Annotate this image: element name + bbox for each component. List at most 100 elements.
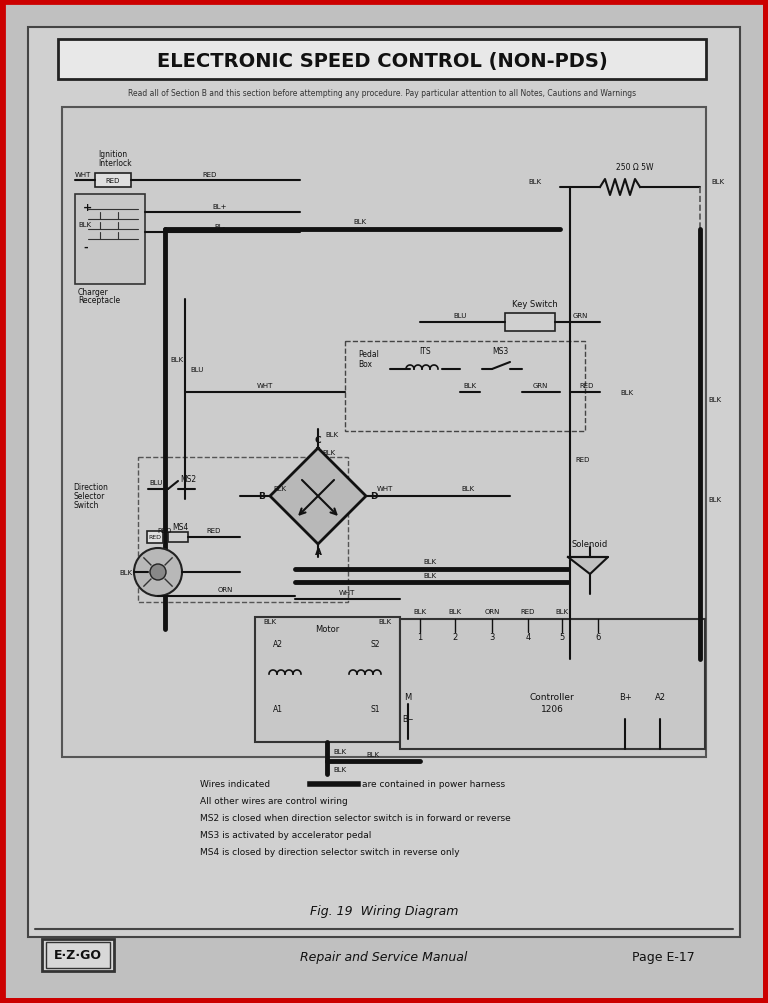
Text: Wires indicated: Wires indicated — [200, 779, 270, 788]
Text: BLK: BLK — [423, 559, 436, 565]
Text: Interlock: Interlock — [98, 158, 131, 168]
Text: D: D — [370, 492, 378, 502]
Text: 1206: 1206 — [541, 705, 564, 714]
Bar — [255, 618, 400, 742]
Text: are contained in power harness: are contained in power harness — [362, 779, 505, 788]
Text: BLU: BLU — [190, 367, 204, 373]
Text: Solenoid: Solenoid — [572, 540, 608, 549]
Text: BLK: BLK — [449, 609, 462, 615]
Text: 1: 1 — [417, 633, 422, 642]
Text: Repair and Service Manual: Repair and Service Manual — [300, 951, 468, 964]
Text: +: + — [83, 203, 92, 213]
Text: BLK: BLK — [620, 389, 633, 395]
Text: BLK: BLK — [528, 179, 541, 185]
Text: Pedal: Pedal — [358, 350, 379, 359]
Text: A: A — [315, 548, 322, 557]
Text: Box: Box — [358, 360, 372, 369]
Text: RED: RED — [106, 178, 120, 184]
Text: BLU: BLU — [453, 313, 467, 319]
Text: RED: RED — [157, 528, 172, 534]
Text: BLK: BLK — [78, 222, 91, 228]
Text: B−: B− — [402, 715, 414, 724]
Text: BLK: BLK — [273, 485, 286, 491]
Text: BLK: BLK — [708, 396, 721, 402]
Text: RED: RED — [207, 528, 221, 534]
Text: 2: 2 — [452, 633, 458, 642]
Text: Key Switch: Key Switch — [512, 300, 558, 309]
Text: All other wires are control wiring: All other wires are control wiring — [200, 796, 348, 805]
Text: Fig. 19  Wiring Diagram: Fig. 19 Wiring Diagram — [310, 905, 458, 918]
Text: BLK: BLK — [463, 382, 477, 388]
Text: MS4 is closed by direction selector switch in reverse only: MS4 is closed by direction selector swit… — [200, 848, 459, 857]
Text: -: - — [83, 243, 88, 253]
Text: BLK: BLK — [325, 431, 338, 437]
Text: Charger: Charger — [78, 288, 109, 297]
Text: BLK: BLK — [413, 609, 426, 615]
Text: BLK: BLK — [379, 619, 392, 625]
Text: MS3: MS3 — [492, 347, 508, 356]
Circle shape — [134, 549, 182, 597]
Text: MS2 is closed when direction selector switch is in forward or reverse: MS2 is closed when direction selector sw… — [200, 813, 511, 822]
Bar — [345, 342, 585, 431]
Text: 4: 4 — [525, 633, 531, 642]
Text: RED: RED — [580, 382, 594, 388]
Text: Page E-17: Page E-17 — [632, 951, 695, 964]
Circle shape — [150, 565, 166, 581]
Text: WHT: WHT — [377, 485, 393, 491]
Text: ORN: ORN — [217, 587, 233, 593]
Text: B: B — [259, 492, 266, 502]
Text: A1: A1 — [273, 705, 283, 714]
Text: WHT: WHT — [74, 172, 91, 178]
Text: 3: 3 — [489, 633, 495, 642]
Text: BLK: BLK — [120, 570, 133, 576]
Text: WHT: WHT — [257, 382, 273, 388]
Text: 6: 6 — [595, 633, 601, 642]
Text: ITS: ITS — [419, 347, 431, 356]
Text: Switch: Switch — [73, 502, 98, 510]
Text: BLK: BLK — [322, 449, 335, 455]
Text: BLK: BLK — [462, 485, 475, 491]
Text: Motor: Motor — [315, 625, 339, 634]
Bar — [147, 532, 163, 544]
Bar — [95, 174, 131, 188]
Bar — [62, 108, 706, 757]
Text: BLK: BLK — [423, 573, 436, 579]
Text: ELECTRONIC SPEED CONTROL (NON-PDS): ELECTRONIC SPEED CONTROL (NON-PDS) — [157, 51, 607, 70]
Text: MS2: MS2 — [180, 475, 196, 484]
Text: Read all of Section B and this section before attempting any procedure. Pay part: Read all of Section B and this section b… — [128, 88, 636, 97]
Polygon shape — [568, 558, 608, 575]
Text: A2: A2 — [273, 640, 283, 649]
Text: BLK: BLK — [711, 179, 724, 185]
Text: A2: A2 — [654, 693, 666, 702]
Text: C: C — [315, 436, 321, 445]
Text: E·Z·GO: E·Z·GO — [54, 949, 102, 962]
Text: M: M — [405, 693, 412, 702]
Text: S1: S1 — [370, 705, 379, 714]
Bar — [400, 620, 705, 749]
Text: BL-: BL- — [214, 224, 226, 230]
Text: MS4: MS4 — [172, 523, 188, 532]
Bar — [75, 195, 145, 285]
Text: GRN: GRN — [532, 382, 548, 388]
Text: 250 Ω 5W: 250 Ω 5W — [616, 163, 654, 173]
Text: Ignition: Ignition — [98, 149, 127, 158]
Bar — [138, 457, 348, 603]
Text: Controller: Controller — [530, 693, 574, 702]
Text: B+: B+ — [619, 693, 631, 702]
Text: BLK: BLK — [263, 619, 276, 625]
Text: MS3 is activated by accelerator pedal: MS3 is activated by accelerator pedal — [200, 830, 372, 840]
Text: BLK: BLK — [170, 357, 183, 363]
Bar — [46, 942, 110, 968]
Bar — [42, 939, 114, 971]
Text: BLU: BLU — [149, 479, 163, 485]
Text: ORN: ORN — [485, 609, 500, 615]
Text: BLK: BLK — [353, 219, 366, 225]
Text: RED: RED — [521, 609, 535, 615]
Text: GRN: GRN — [572, 313, 588, 319]
Text: Selector: Selector — [73, 492, 104, 502]
Text: BLK: BLK — [333, 766, 346, 772]
Text: RED: RED — [148, 535, 161, 540]
Text: 5: 5 — [559, 633, 564, 642]
Text: S2: S2 — [370, 640, 379, 649]
Bar — [58, 40, 706, 80]
